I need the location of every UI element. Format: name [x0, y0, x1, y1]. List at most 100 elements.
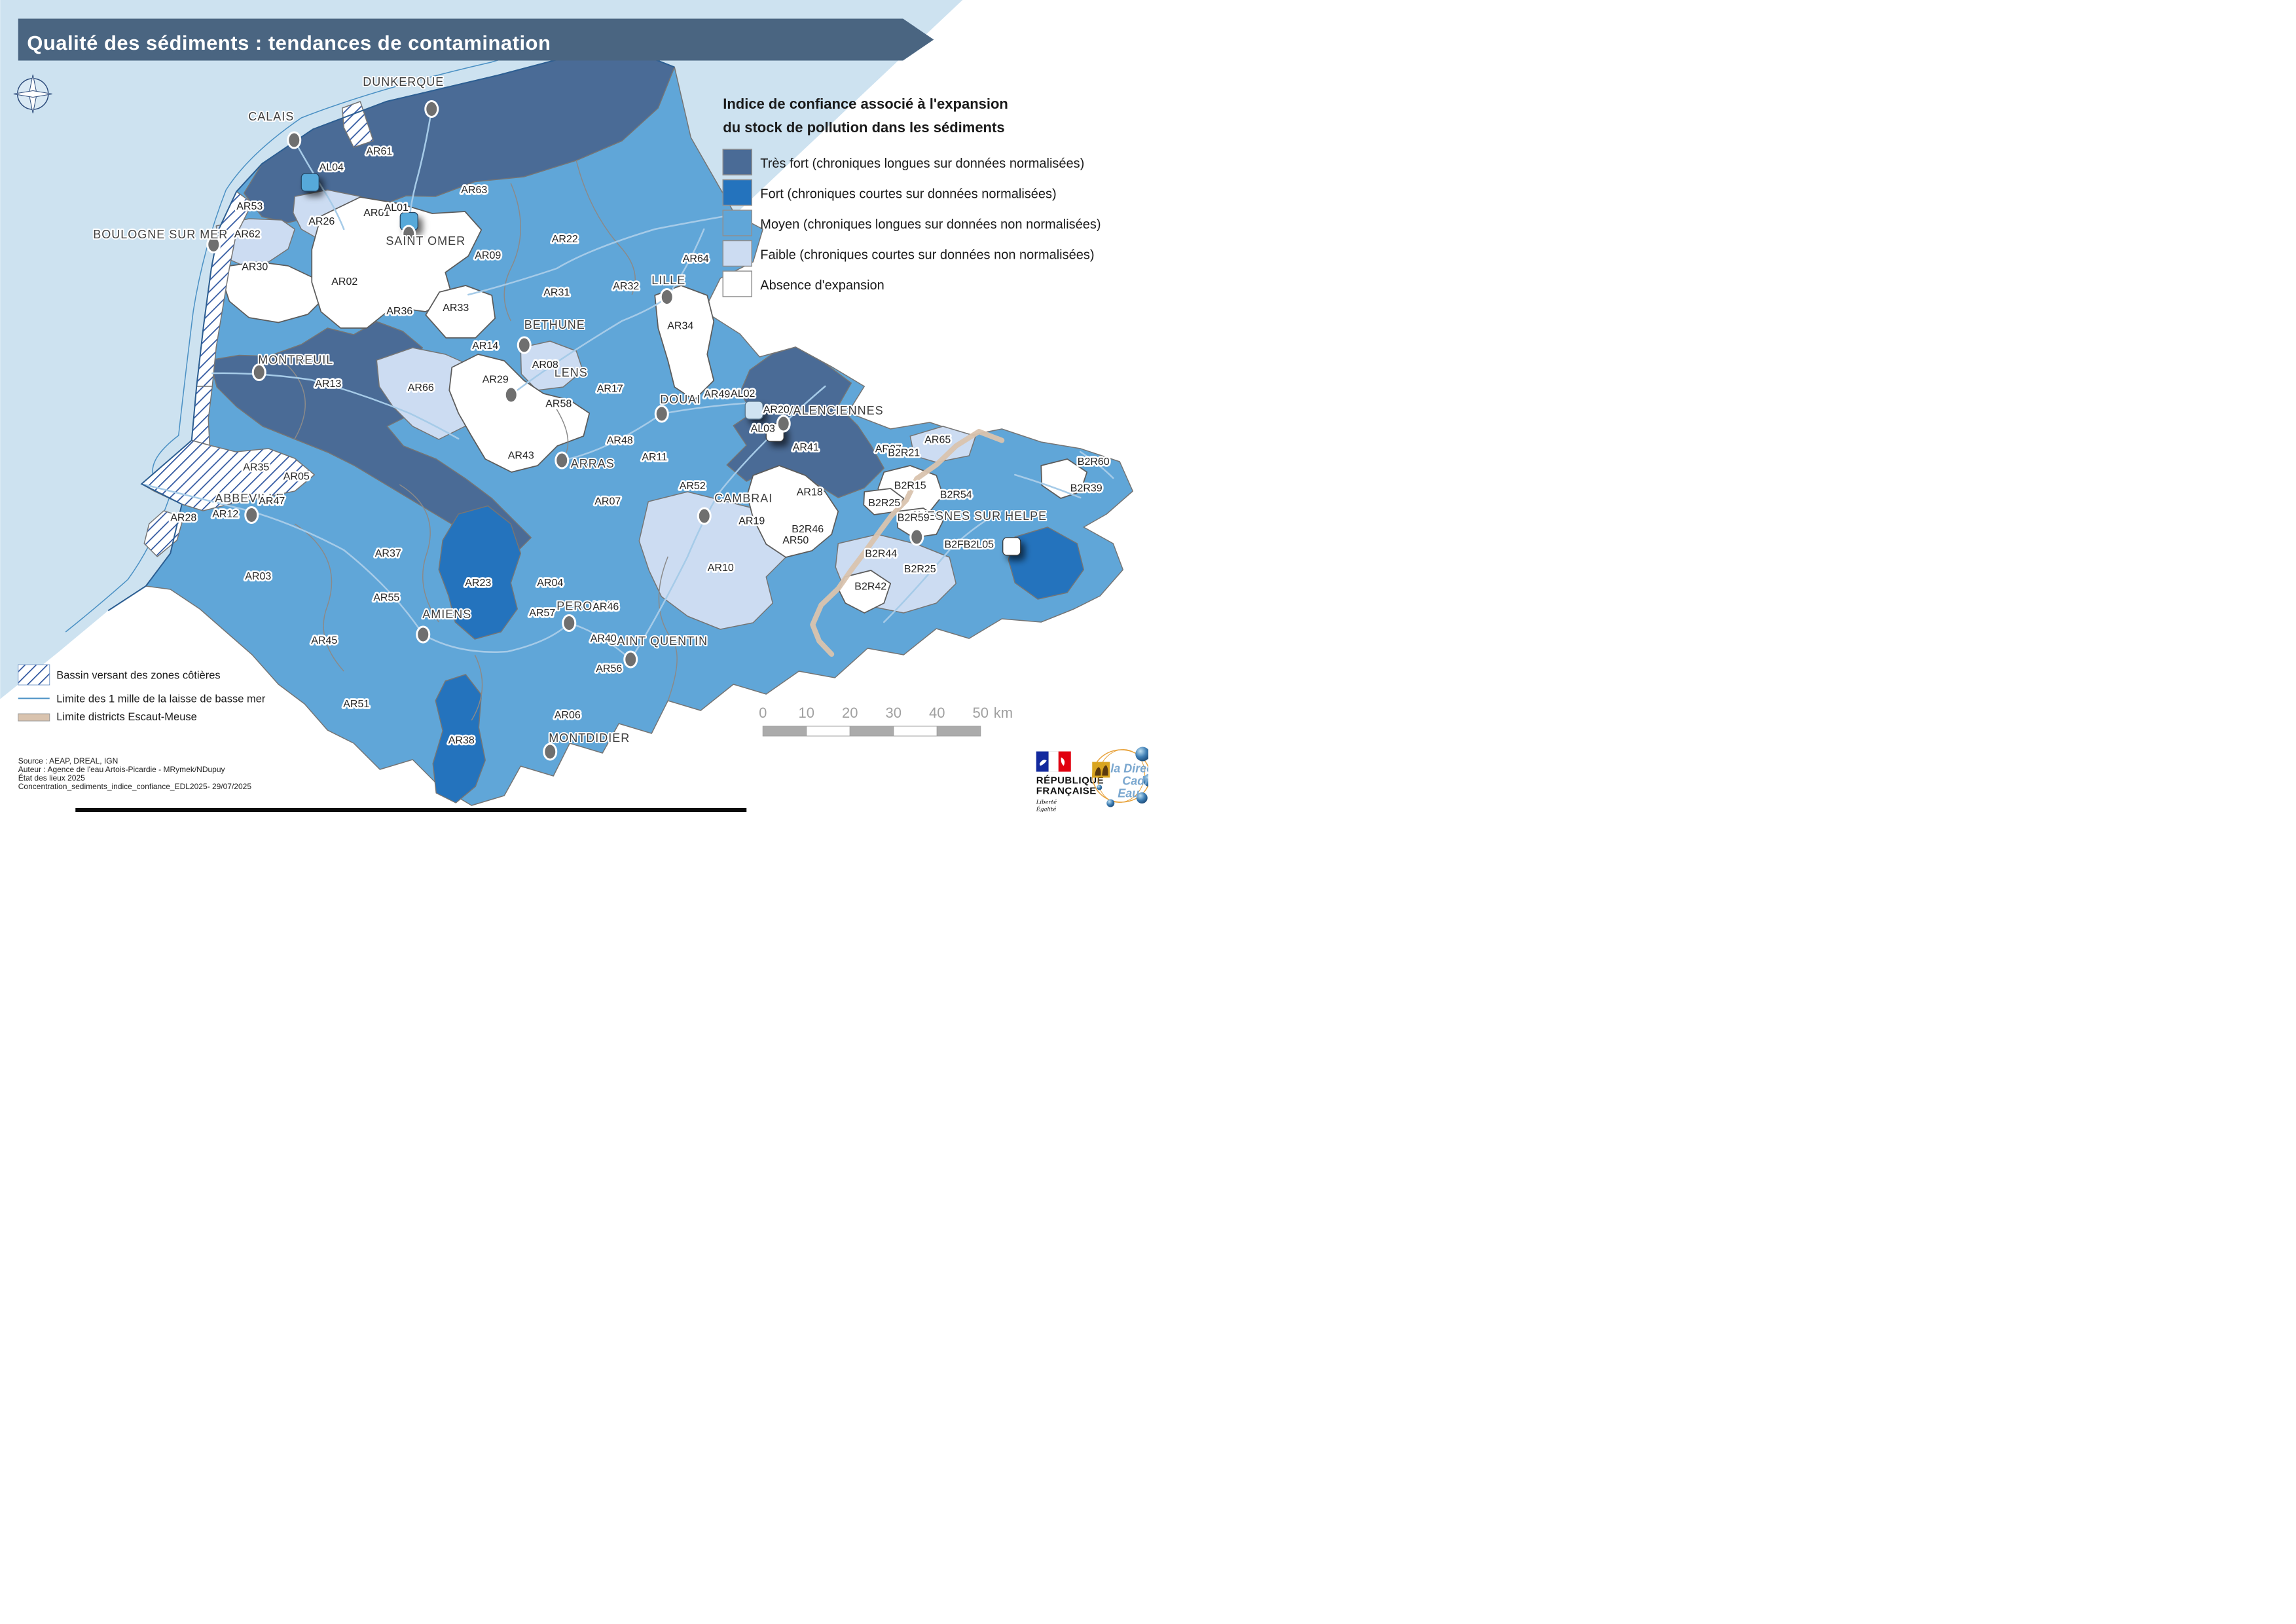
city-label-calais: CALAIS [248, 110, 294, 123]
city-label-montreuil: MONTREUIL [258, 354, 333, 367]
city-label-bethune: BETHUNE [524, 318, 585, 331]
rf-line2: FRANÇAISE [1036, 786, 1097, 797]
scalebar-segment [762, 726, 807, 737]
rf-motto1: Liberté [1036, 799, 1057, 806]
legend-title-line1: Indice de confiance associé à l'expansio… [723, 96, 1008, 112]
region-faible-ar65 [909, 426, 976, 463]
basin-label-ar01: AR01 [363, 208, 390, 219]
basin-label-ar33: AR33 [443, 303, 469, 314]
dce-line2: Cadre [1122, 775, 1148, 788]
source-line-4: Concentration_sediments_indice_confiance… [18, 782, 252, 791]
region-fort-ar23 [438, 505, 521, 640]
basin-label-al04: AL04 [319, 162, 344, 174]
scalebar-tick: 40 [929, 705, 945, 721]
basin-label-b2r44: B2R44 [865, 549, 897, 560]
basin-label-ar08: AR08 [532, 360, 558, 371]
basin-label-ar28: AR28 [170, 513, 196, 524]
basin-label-ar63: AR63 [461, 185, 487, 196]
water-drop-icon [1135, 747, 1148, 762]
legend-title-line2: du stock de pollution dans les sédiments [723, 119, 1004, 136]
basin-label-ar46: AR46 [592, 602, 619, 613]
escaut-meuse-limit-line [810, 429, 1005, 657]
city-dot-cambrai [697, 507, 712, 525]
city-markers: DUNKERQUE CALAIS BOULOGNE SUR MER SAINT OME… [92, 74, 1048, 761]
basin-label-ar47: AR47 [259, 496, 285, 507]
legend: Indice de confiance associé à l'expansio… [722, 96, 1101, 297]
legend-label-faible: Faible (chroniques courtes sur données n… [760, 248, 1094, 263]
basin-label-ar52: AR52 [680, 481, 706, 492]
escaut-swatch [18, 713, 50, 722]
basin-label-b2r60: B2R60 [1078, 456, 1110, 468]
basin-label-ar22: AR22 [552, 234, 578, 245]
basin-label-al02: AL02 [731, 388, 755, 399]
basin-label-ar03: AR03 [245, 571, 271, 582]
scalebar-tick: 50 [973, 705, 989, 721]
legend-swatch-faible [722, 240, 752, 267]
city-label-cambrai: CAMBRAI [714, 492, 773, 505]
region-fort-b2l05 [1008, 526, 1084, 600]
city-dot-calais [287, 131, 302, 149]
dce-line1: la Directive [1110, 762, 1148, 775]
scalebar-segment [893, 726, 938, 737]
station-marker-al04 [301, 173, 319, 192]
basin-label-ar55: AR55 [373, 593, 399, 604]
basin-label-ar12: AR12 [212, 509, 238, 520]
basin-label-ar45: AR45 [311, 635, 337, 646]
directive-cadre-eau-logo: la Directive Cadre Eau [1092, 747, 1148, 807]
region-absence-b2r42 [838, 570, 892, 614]
region-absence-ar29 [448, 354, 591, 473]
city-dot-arras [555, 451, 570, 470]
basin-label-ar14: AR14 [472, 341, 498, 352]
legend-label-moyen: Moyen (chroniques longues sur données no… [760, 217, 1101, 232]
basin-label-al01: AL01 [384, 202, 409, 213]
city-label-montdidier: MONTDIDIER [549, 731, 630, 745]
basin-label-ar18: AR18 [797, 487, 823, 498]
basin-label-ar37: AR37 [375, 548, 401, 559]
basin-label-ar36: AR36 [386, 306, 412, 317]
sea [0, 0, 963, 699]
source-line-3: État des lieux 2025 [18, 773, 85, 783]
source-line-2: Auteur : Agence de l'eau Artois-Picardie… [18, 765, 225, 774]
region-absence-ar34 [654, 285, 715, 401]
page-title: Qualité des sédiments : tendances de con… [27, 31, 551, 54]
city-label-lens: LENS [555, 366, 588, 379]
scalebar-segment [936, 726, 981, 737]
basin-label-ar10: AR10 [708, 563, 734, 574]
station-marker-b2l05 [1002, 537, 1021, 556]
basin-label-ar43: AR43 [508, 451, 534, 462]
city-dot-amiens [416, 625, 431, 644]
scalebar-unit: km [994, 705, 1013, 721]
coastline [107, 43, 675, 612]
map-legend-label-1: Bassin versant des zones côtières [56, 670, 220, 682]
city-dot-abbeville [244, 506, 259, 524]
basin-label-ar04: AR04 [537, 578, 563, 589]
basin-label-ar58: AR58 [545, 399, 572, 410]
basin-label-ar06: AR06 [555, 710, 581, 721]
map-canvas: DUNKERQUE CALAIS BOULOGNE SUR MER SAINT OME… [0, 0, 1148, 812]
scalebar-tick: 30 [886, 705, 902, 721]
basin-label-ar57: AR57 [529, 608, 555, 619]
basin-label-ar32: AR32 [613, 281, 639, 292]
region-fort-ar38 [432, 674, 486, 803]
basin-label-b2fb2l05: B2FB2L05 [944, 540, 994, 551]
city-label-saint-quentin: SAINT QUENTIN [608, 635, 708, 648]
basin-label-ar09: AR09 [475, 250, 501, 261]
title-banner: Qualité des sédiments : tendances de con… [18, 18, 934, 61]
station-marker-al02 [744, 401, 763, 420]
city-dot-bethune [517, 336, 532, 354]
scalebar-tick: 10 [799, 705, 814, 721]
marianne-icon [1039, 760, 1047, 766]
republique-francaise-logo: RÉPUBLIQUE FRANÇAISE Liberté Égalité Fra… [1036, 751, 1104, 812]
city-label-saint-omer: SAINT OMER [386, 234, 465, 248]
city-dot-peronne [562, 614, 577, 632]
basin-label-ar19: AR19 [738, 516, 765, 527]
bottom-strip [75, 808, 747, 812]
city-dot-saint-omer [401, 225, 416, 243]
rf-line1: RÉPUBLIQUE [1036, 775, 1104, 786]
map-page: DUNKERQUE CALAIS BOULOGNE SUR MER SAINT OME… [0, 0, 1148, 812]
basin-label-ar50: AR50 [782, 535, 809, 546]
city-dot-boulogne-sur-mer [206, 236, 221, 253]
basin-label-ar20: AR20 [763, 405, 790, 416]
